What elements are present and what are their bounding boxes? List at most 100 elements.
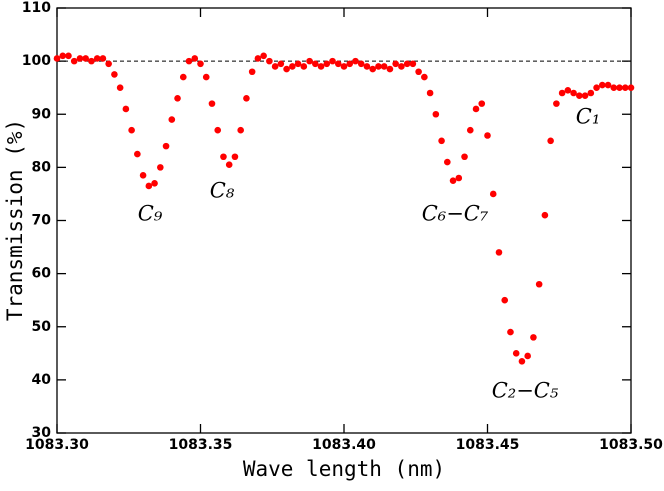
data-point xyxy=(99,55,107,62)
data-point xyxy=(593,84,600,91)
data-point xyxy=(357,60,365,68)
data-point xyxy=(524,352,531,360)
data-point xyxy=(248,68,256,76)
data-point xyxy=(65,52,72,60)
data-point xyxy=(134,150,141,158)
data-point xyxy=(553,100,560,107)
data-point xyxy=(70,57,78,65)
data-point xyxy=(570,89,577,97)
data-point xyxy=(530,334,537,341)
data-point xyxy=(202,73,210,81)
data-point xyxy=(535,280,543,288)
data-point xyxy=(507,328,514,336)
data-point xyxy=(610,84,618,91)
data-point xyxy=(88,57,95,65)
data-point xyxy=(352,57,359,65)
data-point xyxy=(128,126,135,134)
data-point xyxy=(283,65,290,73)
data-point xyxy=(105,60,112,68)
data-point xyxy=(260,52,267,60)
data-point xyxy=(438,137,445,145)
data-point xyxy=(191,55,199,62)
data-point xyxy=(403,60,411,68)
data-point xyxy=(277,60,285,68)
data-point xyxy=(243,95,250,102)
data-point xyxy=(231,153,239,161)
data-point xyxy=(558,89,566,97)
y-tick-label: 50 xyxy=(32,319,52,335)
data-point xyxy=(495,249,503,256)
data-point xyxy=(289,63,296,70)
data-point xyxy=(185,57,193,65)
data-point xyxy=(346,60,354,68)
data-point xyxy=(587,89,595,97)
x-tick-label: 1083.50 xyxy=(599,437,663,453)
data-point xyxy=(237,126,244,134)
peak-label: C₈ xyxy=(210,179,235,203)
data-point xyxy=(208,100,216,107)
data-point xyxy=(76,55,84,62)
data-point xyxy=(621,84,629,91)
data-point xyxy=(489,190,497,198)
data-point xyxy=(214,126,222,134)
data-point xyxy=(363,63,371,70)
y-tick-label: 100 xyxy=(22,53,51,69)
data-point xyxy=(461,153,468,161)
data-point xyxy=(116,84,124,91)
y-tick-label: 70 xyxy=(32,213,52,229)
data-point xyxy=(122,105,130,113)
data-point xyxy=(111,71,118,78)
data-point xyxy=(151,180,158,187)
data-point xyxy=(581,92,589,99)
data-point xyxy=(225,161,233,169)
y-tick-label: 30 xyxy=(32,425,52,441)
data-point xyxy=(59,52,67,60)
peak-label: C₂−C₅ xyxy=(492,379,559,403)
data-point xyxy=(576,92,583,99)
data-point xyxy=(340,63,348,70)
data-point xyxy=(421,73,428,81)
x-tick-label: 1083.30 xyxy=(25,437,89,453)
data-point xyxy=(375,63,382,70)
data-point xyxy=(541,211,549,219)
data-point xyxy=(162,142,170,150)
data-point xyxy=(444,158,451,166)
data-point xyxy=(271,63,279,70)
data-point xyxy=(512,350,520,357)
data-point xyxy=(300,63,308,70)
data-point xyxy=(157,164,164,171)
y-tick-label: 90 xyxy=(32,106,52,122)
x-tick-label: 1083.35 xyxy=(169,437,233,453)
peak-label: C₉ xyxy=(138,202,163,226)
data-point xyxy=(472,105,480,113)
data-point xyxy=(604,81,612,89)
data-point xyxy=(466,126,474,134)
x-axis-label: Wave length (nm) xyxy=(243,457,445,481)
data-point xyxy=(409,60,417,68)
data-point xyxy=(53,55,61,62)
data-point xyxy=(369,65,377,73)
data-point xyxy=(616,84,623,91)
data-point xyxy=(478,100,486,107)
data-point xyxy=(174,95,181,102)
data-point xyxy=(627,84,635,91)
data-point xyxy=(266,57,273,65)
data-point xyxy=(312,60,319,68)
data-point xyxy=(317,63,325,70)
x-tick-label: 1083.40 xyxy=(312,437,376,453)
x-tick-label: 1083.45 xyxy=(456,437,520,453)
data-point xyxy=(179,73,187,81)
data-point xyxy=(484,132,491,139)
data-point xyxy=(334,60,342,68)
data-point xyxy=(139,172,147,179)
data-point xyxy=(547,137,554,145)
data-point xyxy=(197,60,204,68)
peak-label: C₆−C₇ xyxy=(422,202,489,226)
data-point xyxy=(501,296,509,304)
y-tick-label: 60 xyxy=(32,266,52,282)
data-point xyxy=(220,153,227,161)
data-point xyxy=(294,60,302,68)
data-point xyxy=(306,57,313,65)
data-point xyxy=(386,65,394,73)
data-point xyxy=(93,55,101,62)
